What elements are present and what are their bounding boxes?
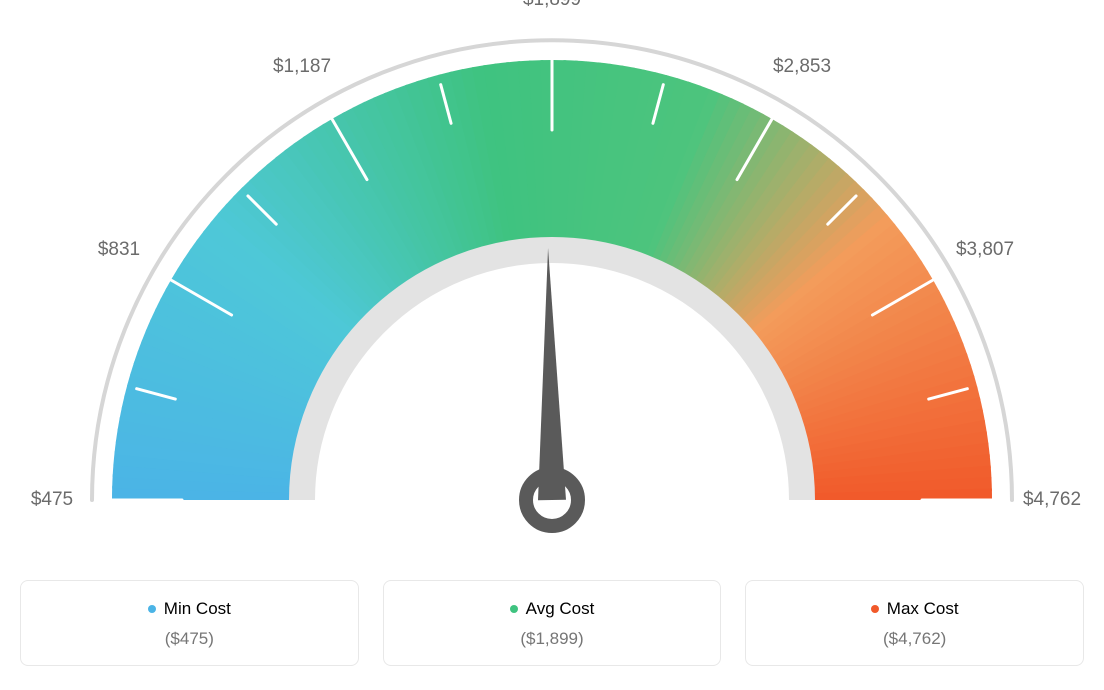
legend-dot-max: [871, 605, 879, 613]
tick-label: $475: [31, 489, 73, 511]
gauge-needle: [526, 248, 578, 526]
legend-value-max: ($4,762): [758, 629, 1071, 649]
legend-box-avg: Avg Cost ($1,899): [383, 580, 722, 666]
tick-label: $1,187: [273, 56, 331, 78]
legend-box-min: Min Cost ($475): [20, 580, 359, 666]
gauge-area: $475$831$1,187$1,899$2,853$3,807$4,762: [20, 20, 1084, 560]
gauge-svg: [20, 20, 1084, 560]
legend-row: Min Cost ($475) Avg Cost ($1,899) Max Co…: [20, 580, 1084, 666]
legend-title-max: Max Cost: [871, 599, 959, 619]
legend-value-avg: ($1,899): [396, 629, 709, 649]
legend-title-min: Min Cost: [148, 599, 231, 619]
legend-dot-avg: [510, 605, 518, 613]
legend-label-avg: Avg Cost: [526, 599, 595, 619]
legend-value-min: ($475): [33, 629, 346, 649]
legend-label-min: Min Cost: [164, 599, 231, 619]
tick-label: $2,853: [773, 56, 831, 78]
legend-box-max: Max Cost ($4,762): [745, 580, 1084, 666]
legend-label-max: Max Cost: [887, 599, 959, 619]
cost-gauge-chart: $475$831$1,187$1,899$2,853$3,807$4,762 M…: [20, 20, 1084, 666]
tick-label: $831: [98, 239, 140, 261]
tick-label: $4,762: [1023, 489, 1081, 511]
legend-dot-min: [148, 605, 156, 613]
tick-label: $3,807: [956, 239, 1014, 261]
tick-label: $1,899: [523, 0, 581, 11]
legend-title-avg: Avg Cost: [510, 599, 595, 619]
